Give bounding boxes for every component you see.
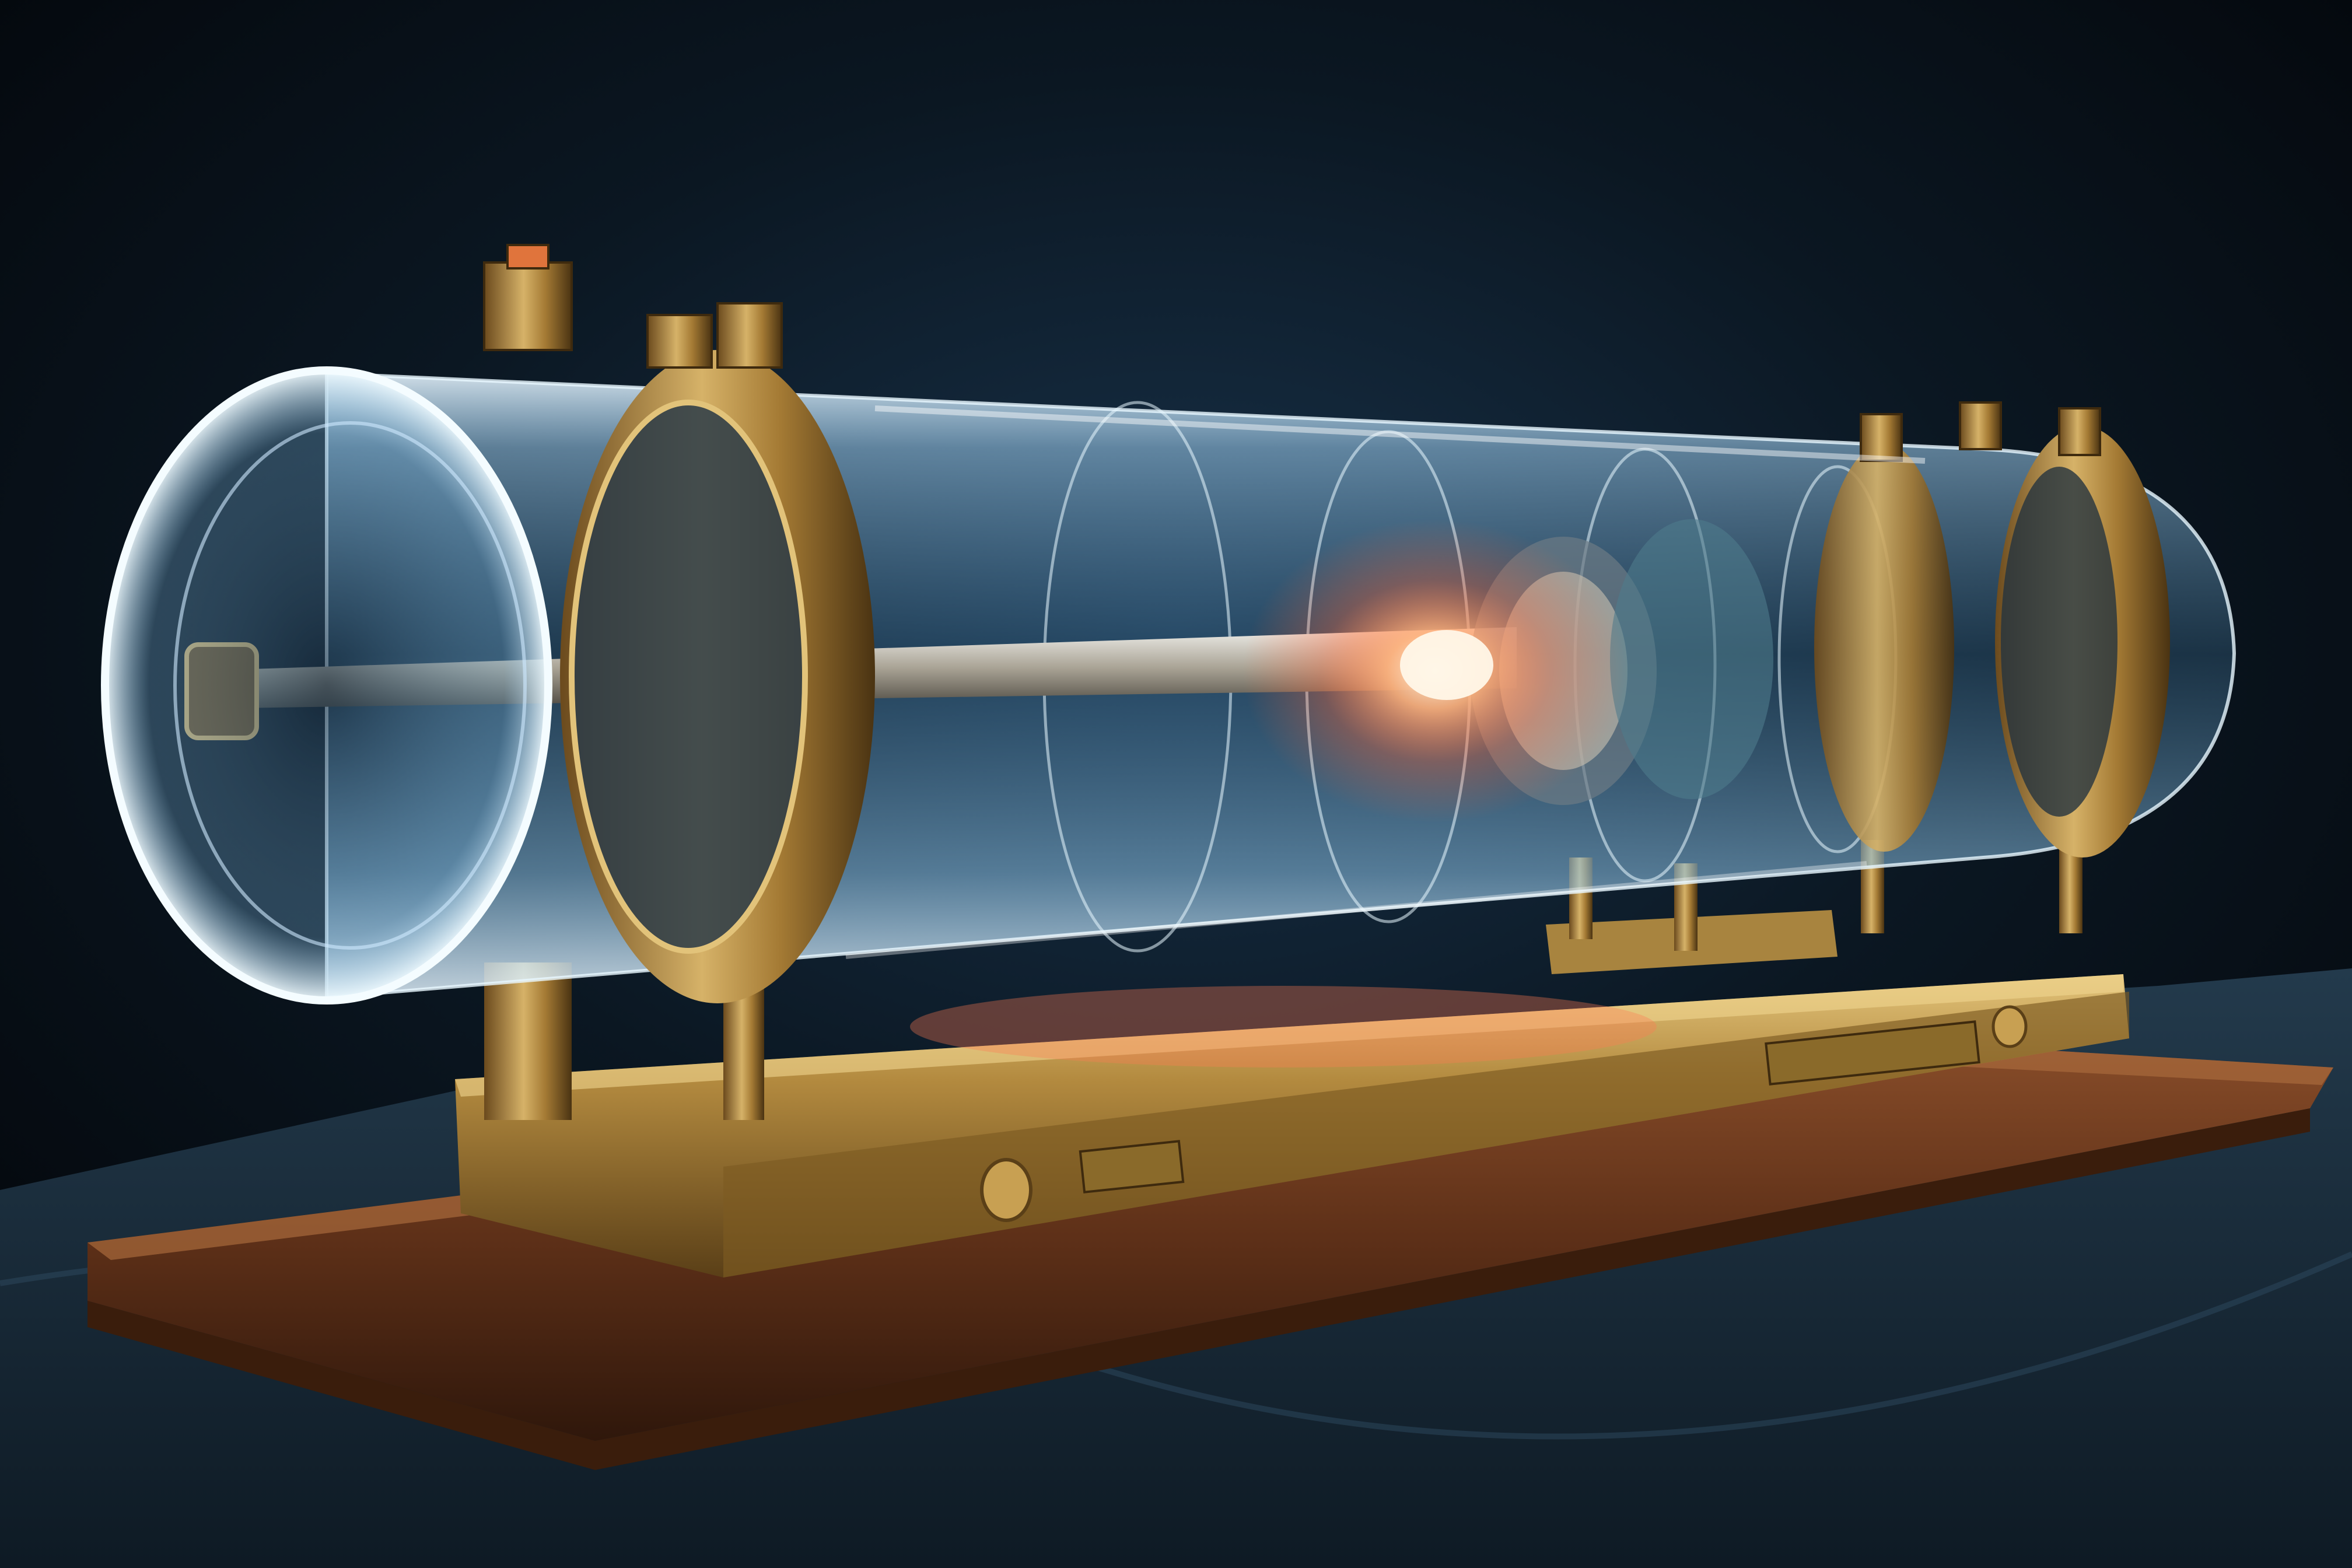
tube-open-end — [101, 366, 552, 1005]
wooden-plinth — [88, 1032, 2333, 1470]
base-plaque-left — [1079, 1140, 1185, 1194]
tube-highlight-top — [874, 405, 1926, 464]
base-medallion-right — [1992, 1005, 2028, 1048]
top-terminals — [483, 244, 2101, 462]
base-plaque-right — [1765, 1020, 1980, 1086]
brass-collar-left — [560, 350, 875, 1003]
glow-reflection — [910, 986, 1657, 1068]
energy-glow-core — [1400, 630, 1493, 700]
base-medallion-left — [980, 1158, 1032, 1222]
brass-base — [455, 910, 2129, 1278]
tube-highlight-bottom — [845, 861, 1867, 959]
brass-collar-right — [1814, 426, 2170, 858]
tube-open-end-inner — [173, 421, 527, 950]
